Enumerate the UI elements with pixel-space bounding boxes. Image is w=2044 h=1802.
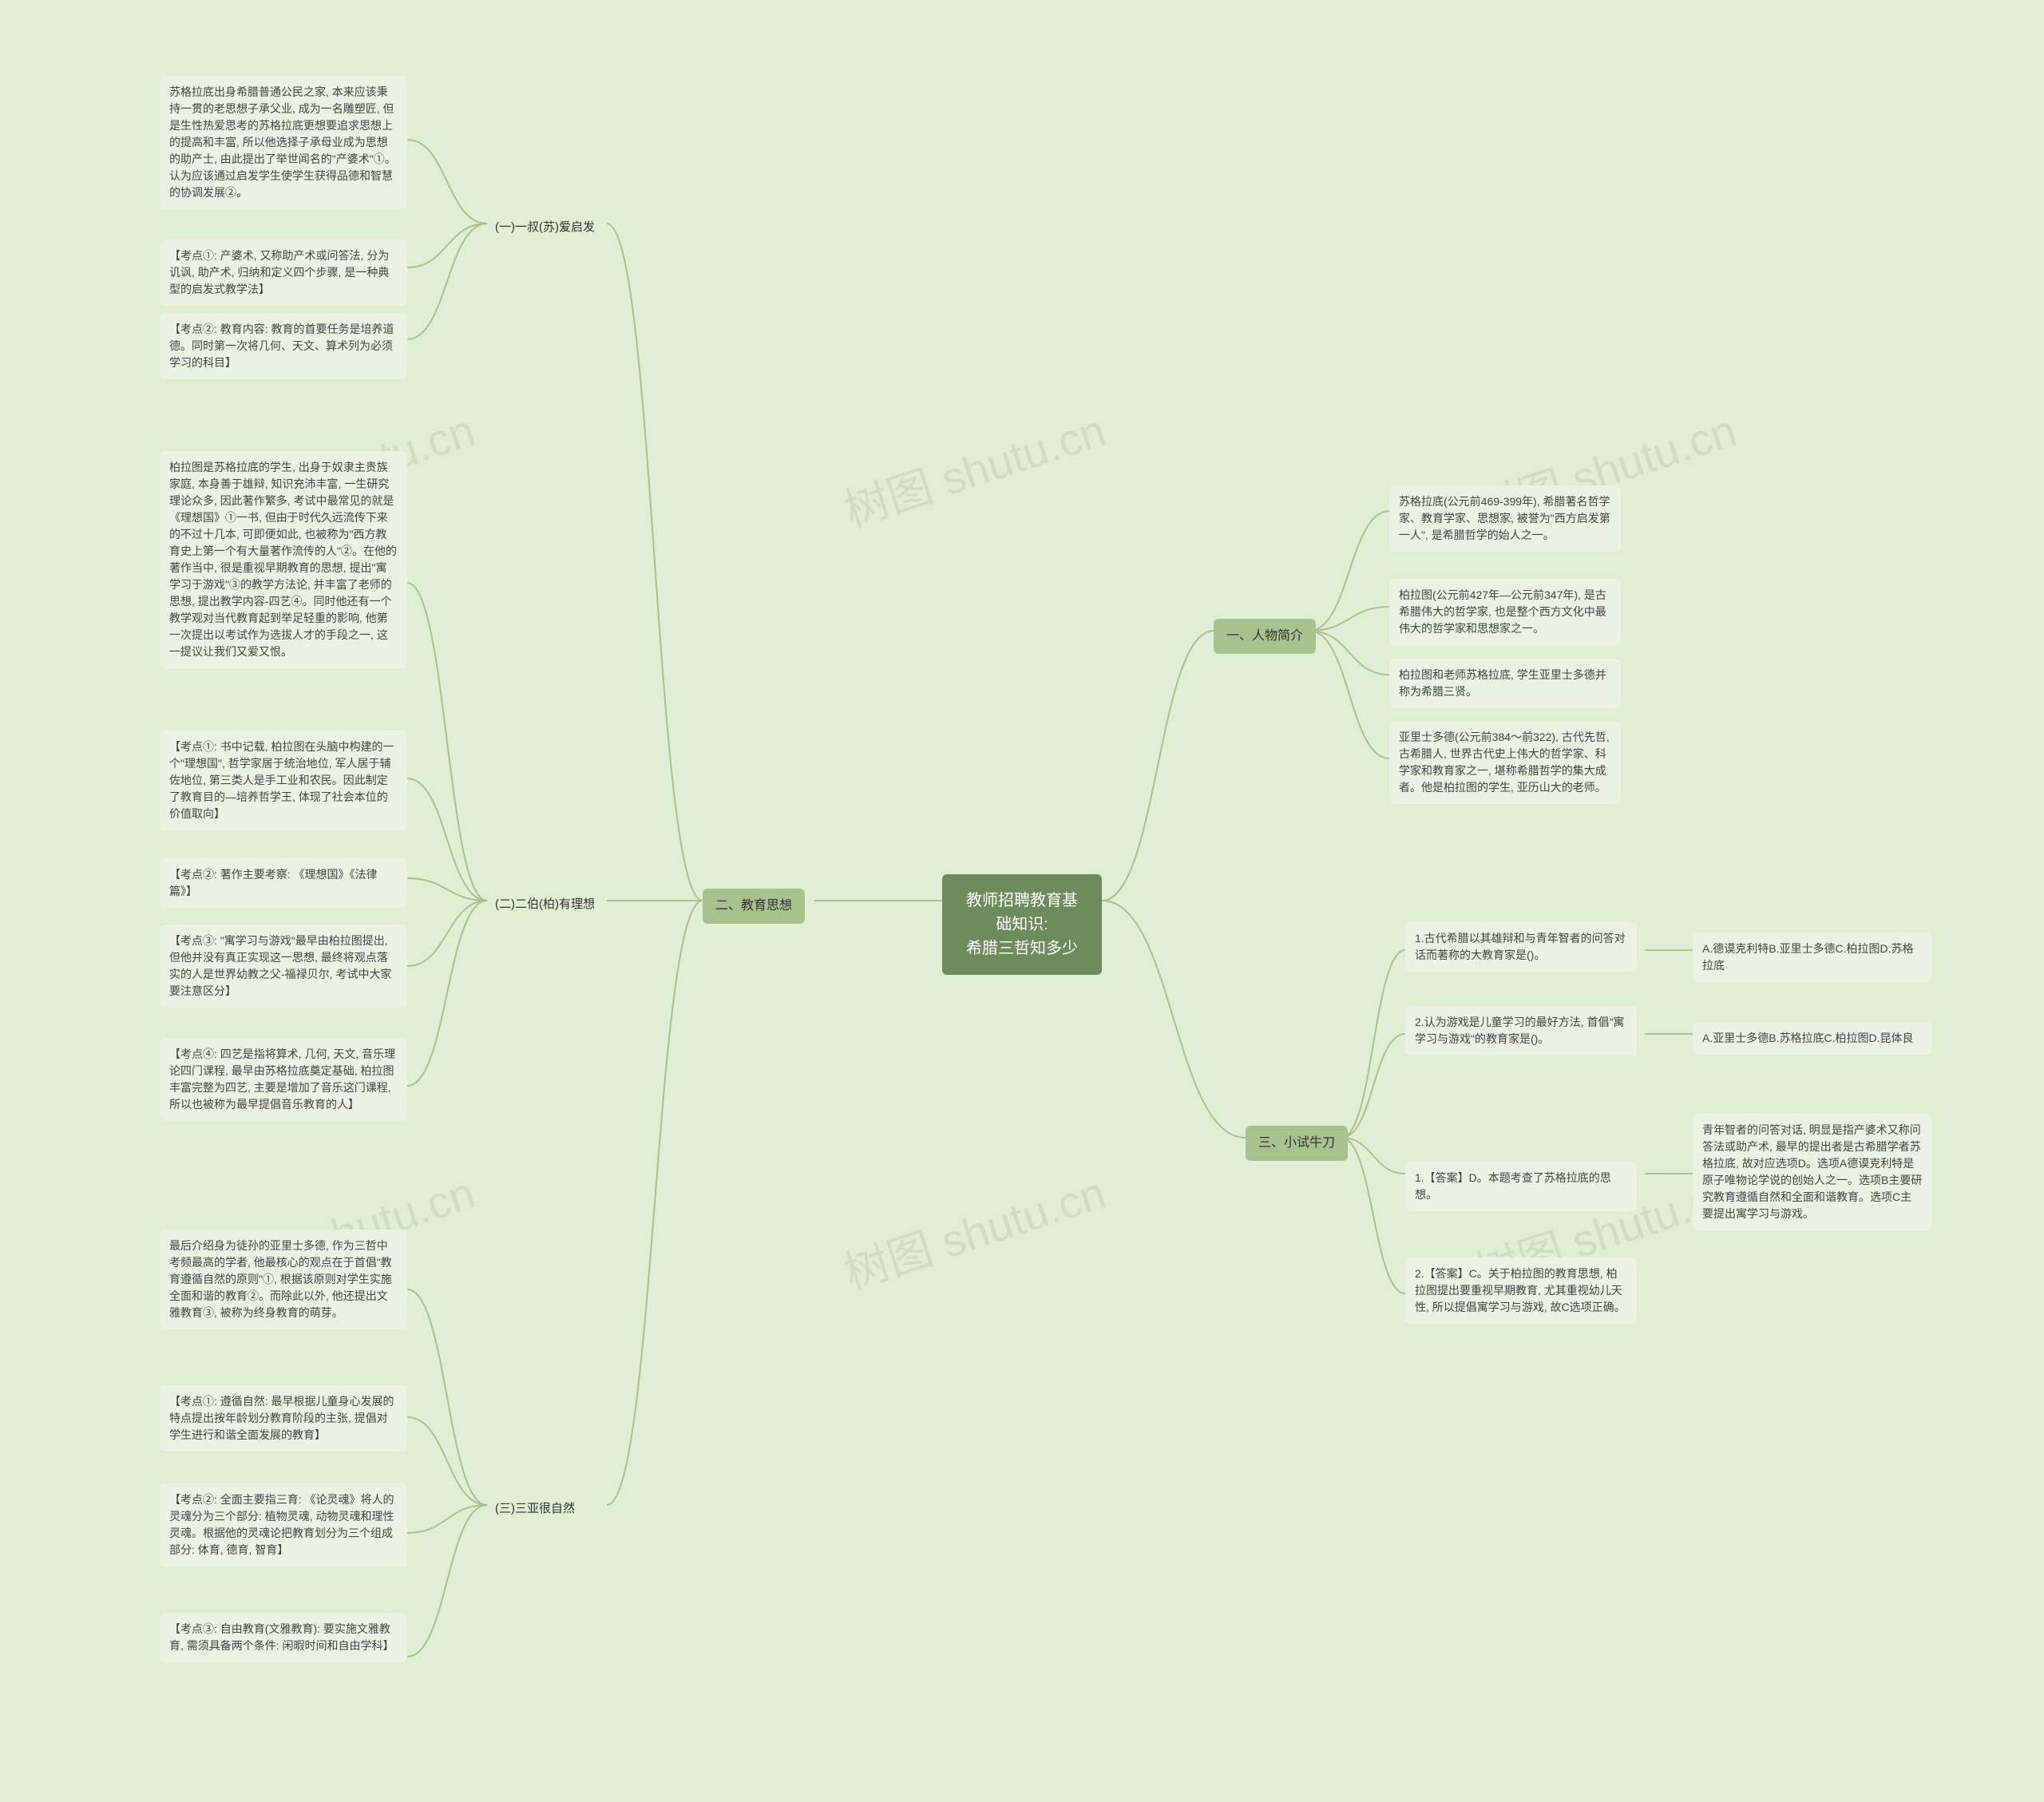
s2-sub3-item-0: 最后介绍身为徒孙的亚里士多德, 作为三哲中考频最高的学者, 他最核心的观点在于首…	[160, 1230, 407, 1329]
s3-q1: 1.古代希腊以其雄辩和与青年智者的问答对话而著称的大教育家是()。	[1405, 922, 1637, 972]
root-title-line1: 教师招聘教育基础知识:	[960, 889, 1084, 937]
s2-sub1-title: (一)一叔(苏)爱启发	[487, 214, 603, 242]
s2-sub3-item-3: 【考点③: 自由教育(文雅教育): 要实施文雅教育, 需须具备两个条件: 闲暇时…	[160, 1613, 407, 1662]
s2-sub2-title: (二)二伯(柏)有理想	[487, 891, 603, 919]
s3-q2-opts: A.亚里士多德B.苏格拉底C.柏拉图D.昆体良	[1693, 1022, 1932, 1055]
s1-item-1: 柏拉图(公元前427年—公元前347年), 是古希腊伟大的哲学家, 也是整个西方…	[1389, 579, 1621, 645]
s2-sub3-item-1: 【考点①: 遵循自然: 最早根据儿童身心发展的特点提出按年龄划分教育阶段的主张,…	[160, 1385, 407, 1452]
s2-sub3-item-2: 【考点②: 全面主要指三育: 《论灵魂》将人的灵魂分为三个部分: 植物灵魂, 动…	[160, 1483, 407, 1566]
s2-sub1-item-1: 【考点①: 产婆术, 又称助产术或问答法, 分为讥讽, 助产术, 归纳和定义四个…	[160, 240, 407, 306]
s1-item-2: 柏拉图和老师苏格拉底, 学生亚里士多德并称为希腊三贤。	[1389, 659, 1621, 708]
s1-item-0: 苏格拉底(公元前469-399年), 希腊著名哲学家、教育学家、思想家, 被誉为…	[1389, 485, 1621, 552]
watermark: 树图 shutu.cn	[835, 395, 1113, 541]
section-1-title: 一、人物简介	[1214, 619, 1316, 654]
s3-a1-detail: 青年智者的问答对话, 明显是指产婆术又称问答法或助产术, 最早的提出者是古希腊学…	[1693, 1114, 1932, 1230]
s2-sub2-item-3: 【考点③: "寓学习与游戏"最早由柏拉图提出, 但他并没有真正实现这一思想, 最…	[160, 925, 407, 1008]
s1-item-3: 亚里士多德(公元前384～前322), 古代先哲, 古希腊人, 世界古代史上伟大…	[1389, 721, 1621, 804]
root-node: 教师招聘教育基础知识: 希腊三哲知多少	[942, 874, 1102, 975]
s2-sub1-item-0: 苏格拉底出身希腊普通公民之家, 本来应该秉持一贯的老思想子承父业, 成为一名雕塑…	[160, 76, 407, 209]
s3-a2: 2.【答案】C。关于柏拉图的教育思想, 柏拉图提出要重视早期教育, 尤其重视幼儿…	[1405, 1257, 1637, 1324]
s3-a1: 1.【答案】D。本题考查了苏格拉底的思想。	[1405, 1162, 1637, 1211]
s3-q1-opts: A.德谟克利特B.亚里士多德C.柏拉图D.苏格拉底	[1693, 933, 1932, 982]
s2-sub3-title: (三)三亚很自然	[487, 1495, 583, 1523]
s3-q2: 2.认为游戏是儿童学习的最好方法, 首倡"寓学习与游戏"的教育家是()。	[1405, 1006, 1637, 1055]
s2-sub2-item-2: 【考点②: 著作主要考察: 《理想国》《法律篇》】	[160, 858, 407, 908]
section-3-title: 三、小试牛刀	[1246, 1126, 1348, 1161]
root-title-line2: 希腊三哲知多少	[960, 937, 1084, 960]
watermark: 树图 shutu.cn	[835, 1158, 1113, 1303]
s2-sub2-item-1: 【考点①: 书中记载, 柏拉图在头脑中构建的一个"理想国", 哲学家居于统治地位…	[160, 731, 407, 830]
s2-sub2-item-0: 柏拉图是苏格拉底的学生, 出身于奴隶主贵族家庭, 本身善于雄辩, 知识充沛丰富,…	[160, 451, 407, 668]
s2-sub2-item-4: 【考点④: 四艺是指将算术, 几何, 天文, 音乐理论四门课程, 最早由苏格拉底…	[160, 1038, 407, 1121]
section-2-title: 二、教育思想	[703, 889, 805, 924]
s2-sub1-item-2: 【考点②: 教育内容: 教育的首要任务是培养道德。同时第一次将几何、天文、算术列…	[160, 313, 407, 379]
